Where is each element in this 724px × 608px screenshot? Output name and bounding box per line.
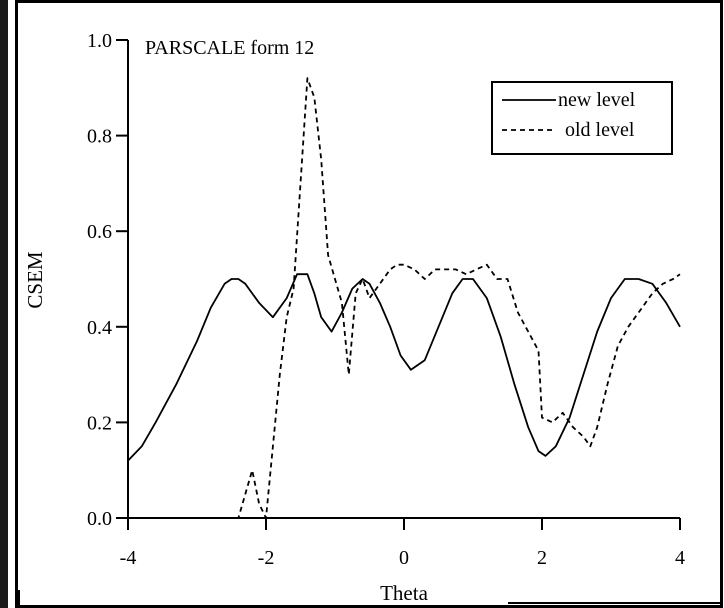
series-layer (127, 77, 681, 519)
legend-label-old-level: old level (565, 119, 635, 141)
x-tick-label: -2 (258, 547, 275, 569)
legend-box (491, 81, 673, 155)
y-tick-label: 0.8 (87, 126, 112, 148)
chart-title: PARSCALE form 12 (145, 37, 314, 59)
series-line-new-level (127, 273, 681, 462)
series-line-old-level (128, 77, 681, 519)
x-tick-label: 2 (537, 547, 547, 569)
scan-artifact-edge (18, 590, 20, 608)
y-tick-label: 1.0 (87, 30, 112, 52)
y-tick-label: 0.6 (87, 221, 112, 243)
y-tick-label: 0.0 (87, 508, 112, 530)
figure-frame (15, 0, 723, 608)
x-tick-label: 4 (675, 547, 685, 569)
x-tick-label: -4 (120, 547, 137, 569)
y-axis-label: CSEM (23, 251, 47, 309)
x-tick-label: 0 (399, 547, 409, 569)
legend-label-new-level: new level (558, 89, 636, 111)
x-axis-label: Theta (380, 581, 428, 605)
scan-edge (0, 0, 8, 608)
y-tick-label: 0.4 (87, 317, 112, 339)
legend: new level old level (491, 81, 673, 155)
axis-ticks: -4 -2 0 2 4 0.0 0.2 0.4 0.6 0.8 1.0 (87, 30, 685, 569)
y-tick-label: 0.2 (87, 412, 112, 434)
